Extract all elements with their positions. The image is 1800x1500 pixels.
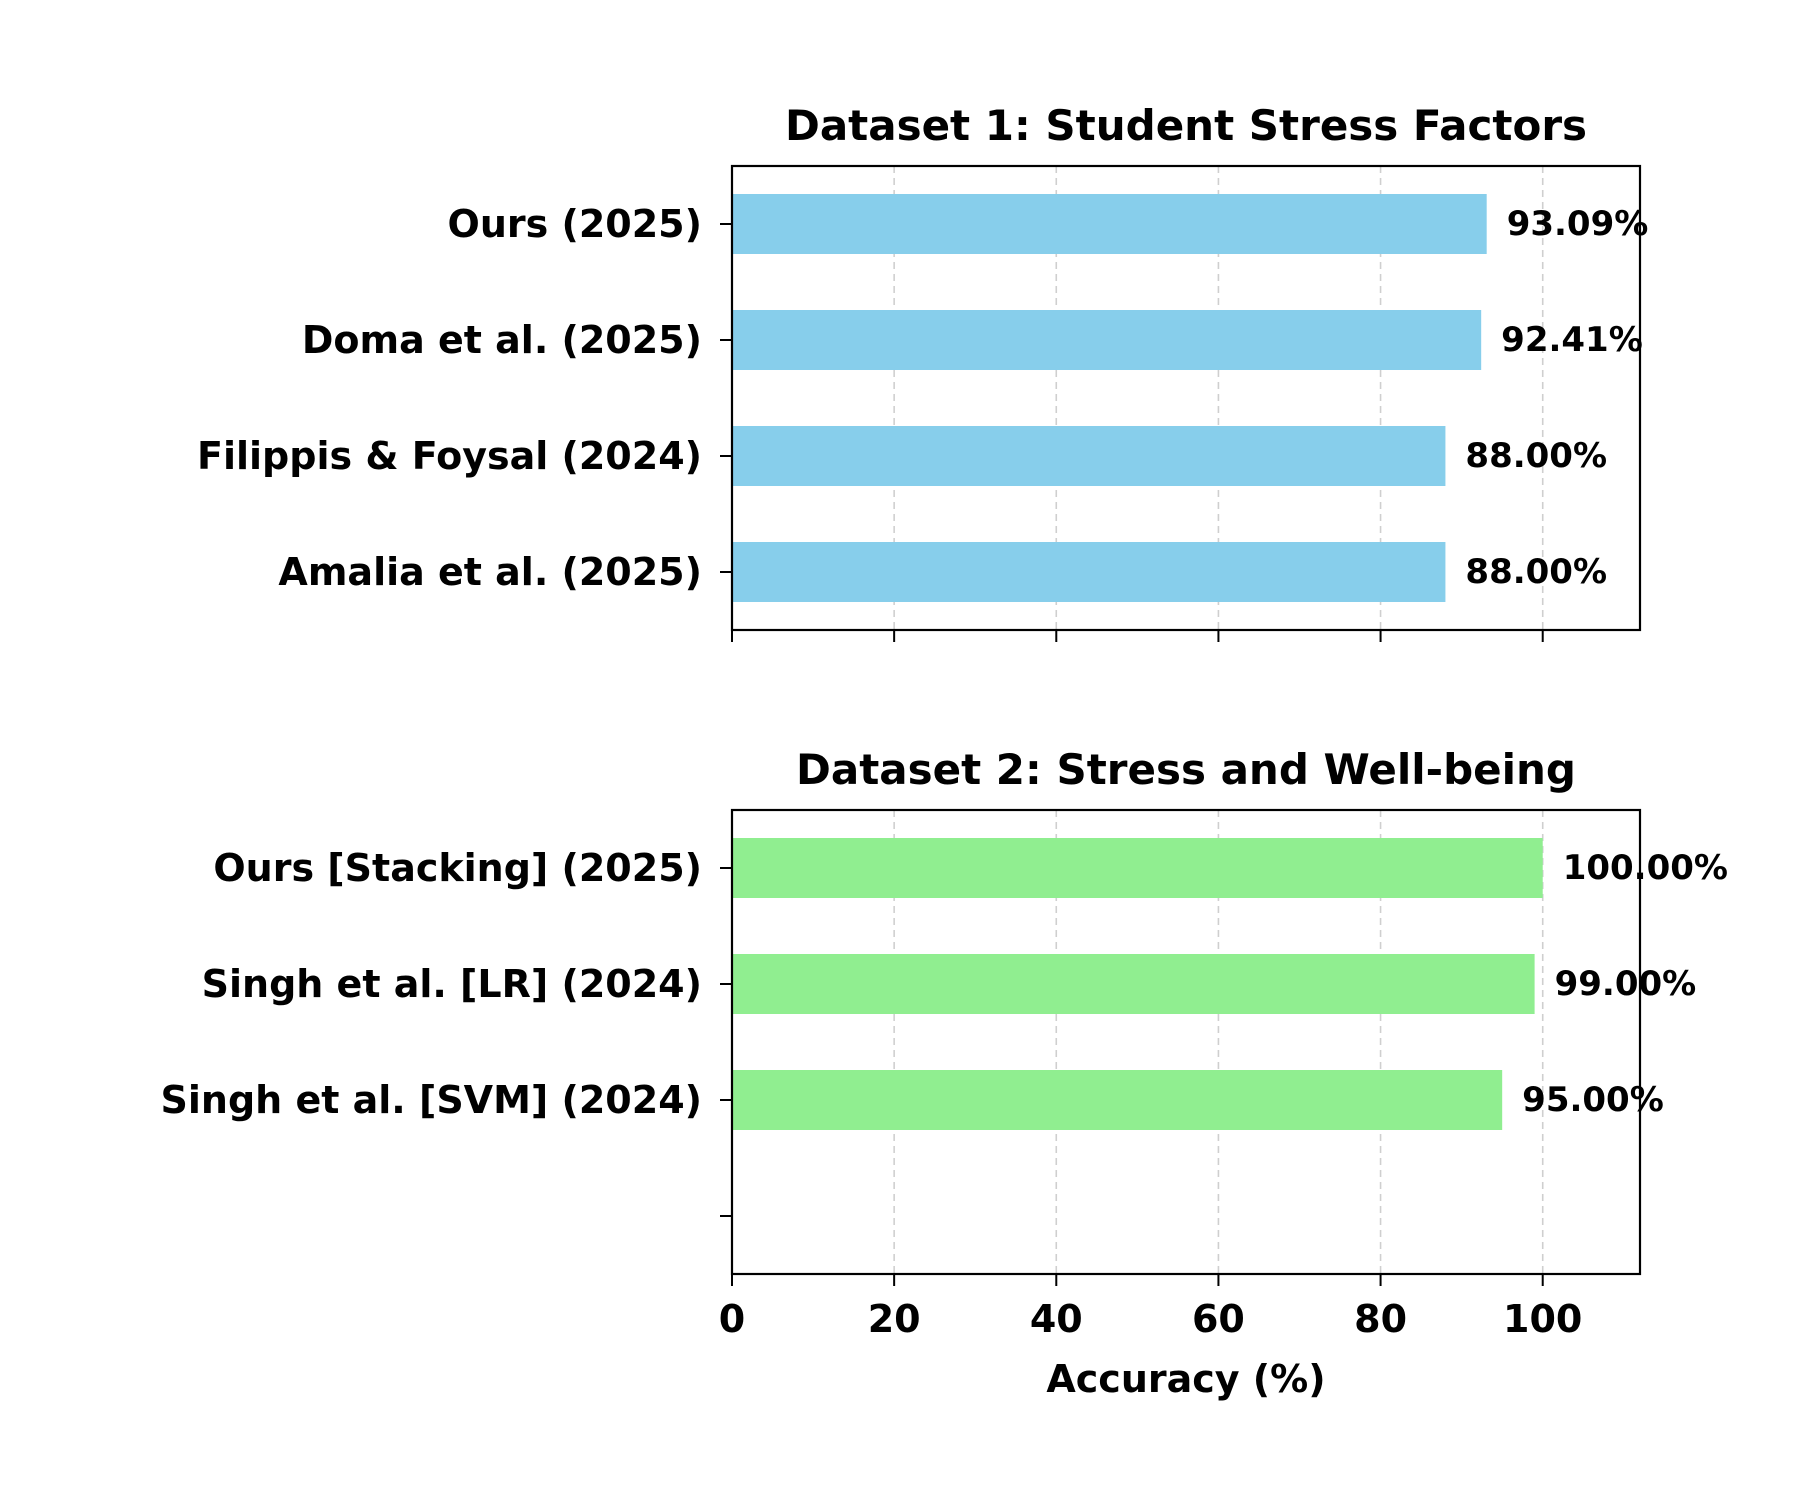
bar	[732, 838, 1543, 898]
x-tick-label: 60	[1192, 1297, 1245, 1341]
x-tick-label: 100	[1503, 1297, 1582, 1341]
category-label: Doma et al. (2025)	[302, 318, 702, 362]
bar	[732, 1070, 1503, 1130]
x-tick-label: 80	[1354, 1297, 1407, 1341]
x-tick-label: 20	[868, 1297, 921, 1341]
value-label: 88.00%	[1465, 436, 1607, 476]
category-label: Singh et al. [LR] (2024)	[202, 962, 702, 1006]
category-label: Amalia et al. (2025)	[278, 550, 702, 594]
chart-panel-1: 93.09% Ours (2025) 92.41% Doma et al. (2025…	[197, 101, 1648, 642]
category-label: Singh et al. [SVM] (2024)	[161, 1078, 702, 1122]
axes-frame	[730, 164, 1642, 632]
category-label: Ours (2025)	[448, 202, 702, 246]
value-label: 95.00%	[1522, 1080, 1664, 1120]
bar	[732, 542, 1446, 602]
bar	[732, 194, 1487, 254]
value-label: 100.00%	[1563, 848, 1728, 888]
value-label: 99.00%	[1555, 964, 1697, 1004]
chart-title: Dataset 2: Stress and Well-being	[796, 745, 1576, 794]
bar	[732, 954, 1535, 1014]
x-axis-label: Accuracy (%)	[1046, 1357, 1325, 1401]
value-label: 88.00%	[1465, 552, 1607, 592]
value-label: 93.09%	[1507, 204, 1649, 244]
bar	[732, 310, 1482, 370]
axes-frame	[730, 808, 1642, 1276]
category-label: Filippis & Foysal (2024)	[197, 434, 702, 478]
bar	[732, 426, 1446, 486]
value-label: 92.41%	[1501, 320, 1643, 360]
category-label: Ours [Stacking] (2025)	[213, 846, 702, 890]
x-tick-label: 0	[719, 1297, 745, 1341]
chart-panel-2: 100.00% Ours [Stacking] (2025) 99.00% Singh…	[161, 745, 1728, 1401]
chart-title: Dataset 1: Student Stress Factors	[785, 101, 1587, 150]
x-tick-label: 40	[1030, 1297, 1083, 1341]
